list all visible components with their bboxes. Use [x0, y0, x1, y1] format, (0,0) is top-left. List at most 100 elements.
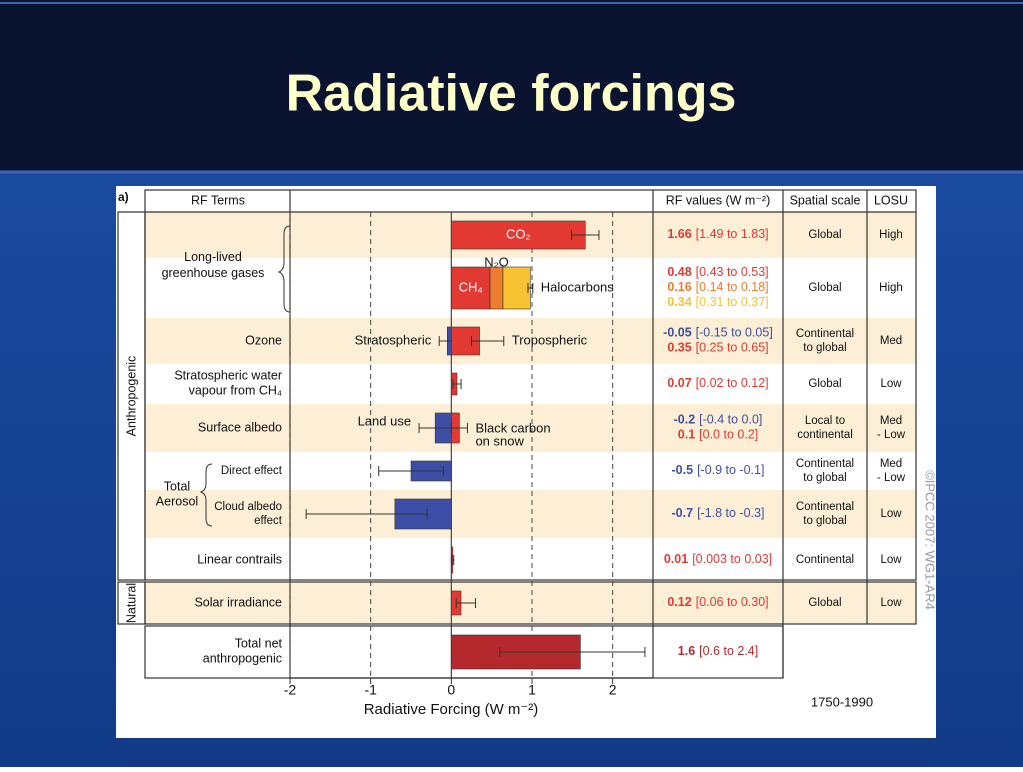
- rf-value-number: 0.12: [667, 595, 691, 609]
- term-label: Stratospheric water vapour from CH₄: [174, 369, 282, 398]
- spatial-scale: Local to continental: [797, 415, 853, 441]
- rf-value: 1.6 [0.6 to 2.4]: [678, 644, 758, 658]
- losu: Low: [880, 554, 902, 566]
- rf-value: 0.12 [0.06 to 0.30]: [667, 595, 768, 609]
- rf-value-range: [-1.8 to -0.3]: [697, 506, 764, 520]
- bar-label: Halocarbons: [541, 279, 614, 294]
- rf-value-range: [-0.4 to 0.0]: [699, 413, 762, 427]
- slide-title: Radiative forcings: [286, 65, 737, 123]
- losu-line: Med: [880, 415, 902, 427]
- term-label: Cloud albedo effect: [214, 501, 283, 527]
- rf-value-number: -0.5: [672, 463, 694, 477]
- rf-value: 0.48 [0.43 to 0.53]: [667, 265, 768, 279]
- term-label-line: vapour from CH₄: [189, 384, 282, 398]
- losu-line: - Low: [877, 429, 906, 441]
- bar: [489, 266, 504, 310]
- losu: High: [879, 229, 903, 241]
- spatial-scale: Global: [808, 597, 841, 609]
- term-label-line: anthropogenic: [203, 652, 282, 666]
- row-band: [145, 582, 916, 624]
- rf-value-range: [0.6 to 2.4]: [699, 644, 758, 658]
- row-band: [145, 490, 916, 538]
- term-label: Linear contrails: [197, 552, 282, 566]
- rf-value-range: [0.06 to 0.30]: [696, 595, 769, 609]
- bar-label: CO₂: [506, 226, 531, 241]
- bar-label-line: Black carbon: [475, 421, 550, 436]
- rf-value: -0.5 [-0.9 to -0.1]: [672, 463, 765, 477]
- bar-label: Stratospheric: [355, 332, 432, 347]
- rf-value-number: 0.34: [667, 295, 691, 309]
- column-header: RF values (W m⁻²): [666, 193, 771, 207]
- term-label: Long-lived greenhouse gases: [162, 250, 265, 280]
- column-header: Spatial scale: [790, 193, 861, 207]
- spatial-scale: Global: [808, 378, 841, 390]
- frame: [117, 211, 146, 581]
- rf-value: -0.2 [-0.4 to 0.0]: [674, 413, 763, 427]
- spatial-scale: Continental to global: [796, 458, 854, 484]
- frame: [117, 581, 146, 625]
- row-band: [145, 404, 916, 452]
- brace: [277, 225, 291, 313]
- rf-value-range: [-0.15 to 0.05]: [696, 326, 773, 340]
- bar-label: Tropospheric: [512, 332, 588, 347]
- term-label: Total net anthropogenic: [203, 637, 283, 666]
- spatial-scale: Global: [808, 229, 841, 241]
- panel-label: a): [118, 190, 129, 204]
- rf-value-number: 0.07: [667, 376, 691, 390]
- losu: Low: [880, 597, 902, 609]
- rf-value-range: [0.25 to 0.65]: [696, 341, 769, 355]
- column-header: LOSU: [874, 193, 908, 207]
- rf-value-range: [0.02 to 0.12]: [696, 376, 769, 390]
- spatial-scale-line: to global: [803, 515, 846, 527]
- spatial-scale-line: Continental: [796, 328, 854, 340]
- rf-value-number: 1.6: [678, 644, 695, 658]
- losu: Med - Low: [877, 415, 906, 441]
- rf-value-number: 0.48: [667, 265, 691, 279]
- rf-value-number: 1.66: [667, 227, 691, 241]
- x-tick-label: -1: [364, 682, 377, 698]
- rf-value: 0.35 [0.25 to 0.65]: [667, 341, 768, 355]
- term-label-line: Stratospheric water: [174, 369, 282, 383]
- rf-value-range: [0.31 to 0.37]: [696, 295, 769, 309]
- rf-value-number: -0.2: [674, 413, 696, 427]
- group-label: Natural: [124, 583, 138, 623]
- x-tick-label: -2: [284, 682, 297, 698]
- spatial-scale: Continental to global: [796, 328, 854, 354]
- spatial-scale-line: to global: [803, 342, 846, 354]
- rf-value: 0.1 [0.0 to 0.2]: [678, 428, 758, 442]
- term-label: Solar irradiance: [194, 595, 282, 609]
- rf-value-number: 0.16: [667, 280, 691, 294]
- rf-value: 0.07 [0.02 to 0.12]: [667, 376, 768, 390]
- term-label-line: Cloud albedo: [214, 501, 282, 513]
- rf-value: 1.66 [1.49 to 1.83]: [667, 227, 768, 241]
- losu: Low: [880, 508, 902, 520]
- spatial-scale: Continental to global: [796, 501, 854, 527]
- x-axis-label: Radiative Forcing (W m⁻²): [364, 701, 539, 718]
- x-tick-label: 1: [528, 682, 536, 698]
- rf-value: -0.7 [-1.8 to -0.3]: [672, 506, 765, 520]
- term-label-line: greenhouse gases: [162, 266, 265, 280]
- losu: Med - Low: [877, 458, 906, 484]
- rf-value-number: -0.7: [672, 506, 694, 520]
- rf-value-range: [0.14 to 0.18]: [696, 280, 769, 294]
- rf-value-range: [1.49 to 1.83]: [696, 227, 769, 241]
- spatial-scale-line: Continental: [796, 458, 854, 470]
- term-label-line: effect: [254, 515, 283, 527]
- rf-value: 0.01 [0.003 to 0.03]: [664, 552, 772, 566]
- bar-label: Land use: [358, 413, 412, 428]
- term-label: Direct effect: [221, 465, 283, 477]
- losu: Low: [880, 378, 902, 390]
- rf-value-range: [0.43 to 0.53]: [696, 265, 769, 279]
- spatial-scale: Global: [808, 282, 841, 294]
- term-label: Total Aerosol: [156, 480, 198, 509]
- spatial-scale-line: Local to: [805, 415, 845, 427]
- rf-value-number: 0.01: [664, 552, 688, 566]
- rf-value-number: 0.1: [678, 428, 695, 442]
- term-label-line: Total net: [235, 637, 283, 651]
- rf-value-range: [-0.9 to -0.1]: [697, 463, 764, 477]
- period: 1750-1990: [811, 694, 873, 709]
- group-label: Anthropogenic: [124, 356, 138, 437]
- rf-value-range: [0.003 to 0.03]: [692, 552, 772, 566]
- title-band: [0, 0, 1023, 172]
